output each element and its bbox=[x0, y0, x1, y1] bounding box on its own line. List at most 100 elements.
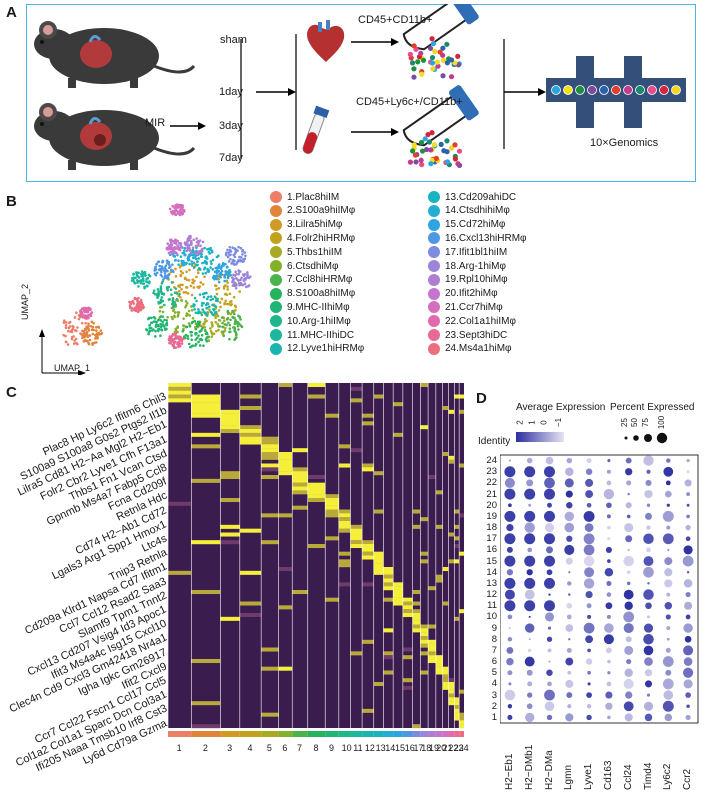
heatmap-cell bbox=[239, 601, 262, 606]
heatmap-cell bbox=[239, 429, 262, 434]
heatmap-cell bbox=[220, 417, 240, 422]
dotplot-identity-label: 10 bbox=[486, 611, 497, 623]
heatmap-cell bbox=[448, 682, 455, 687]
dotplot-dot bbox=[508, 626, 512, 630]
heatmap-cell bbox=[239, 436, 262, 441]
dotplot-dot bbox=[528, 638, 531, 641]
heatmap-cell bbox=[454, 616, 460, 621]
heart-icon bbox=[307, 20, 345, 62]
bead-dot bbox=[635, 85, 645, 95]
dotplot-dot bbox=[587, 682, 591, 686]
umap-cluster-2 bbox=[81, 320, 104, 346]
cell-dot bbox=[411, 43, 417, 49]
heatmap-cluster-bar-segment bbox=[350, 731, 363, 737]
dotplot-dot bbox=[625, 691, 633, 699]
dotplot-dot bbox=[524, 589, 535, 600]
label-10x-genomics: 10×Genomics bbox=[590, 137, 659, 149]
cluster-legend-item: 1.Plac8hiIM bbox=[270, 191, 339, 203]
cluster-label: 15.Cd72hiMφ bbox=[445, 219, 506, 231]
heatmap-cell bbox=[435, 670, 443, 675]
dotplot-dot bbox=[607, 459, 611, 463]
cluster-label: 21.Ccr7hiMφ bbox=[445, 301, 503, 313]
dotplot-dot bbox=[526, 703, 533, 710]
dotplot-dot bbox=[606, 514, 611, 519]
cell-dot bbox=[444, 60, 450, 66]
heatmap-cell bbox=[338, 509, 351, 514]
dotplot-dot bbox=[526, 669, 533, 676]
heatmap-cell bbox=[383, 582, 394, 587]
heatmap-cell bbox=[168, 398, 192, 403]
heatmap-x-tick: 18 bbox=[421, 743, 432, 753]
dotplot-dot bbox=[644, 713, 653, 722]
cluster-color-swatch bbox=[270, 246, 282, 259]
heatmap-cell bbox=[373, 563, 384, 568]
heatmap-cell bbox=[393, 601, 403, 606]
bead-dot bbox=[563, 85, 573, 95]
heatmap-cell bbox=[292, 505, 308, 510]
heatmap-cluster-bar-segment bbox=[448, 731, 455, 737]
heatmap-x-tick: 21 bbox=[442, 743, 453, 753]
heatmap-cell bbox=[239, 528, 262, 533]
heatmap-cell bbox=[428, 475, 436, 480]
dotplot-gene-label: Cd163 bbox=[602, 760, 614, 790]
dotplot-dot bbox=[508, 459, 511, 462]
dotplot-dot bbox=[605, 546, 612, 553]
dotplot-dot bbox=[524, 600, 536, 612]
heatmap-x-tick: 7 bbox=[296, 743, 302, 753]
cell-dot bbox=[438, 141, 444, 147]
heatmap-cell bbox=[362, 540, 374, 545]
cluster-label: 14.CtsdhihiMφ bbox=[445, 205, 510, 217]
heatmap-cell bbox=[420, 559, 429, 564]
dotplot-dot bbox=[586, 704, 592, 709]
heatmap-cell bbox=[373, 567, 384, 572]
heatmap-cell bbox=[239, 432, 262, 437]
cell-dot bbox=[440, 57, 447, 64]
dotplot-dot bbox=[565, 679, 574, 688]
cluster-label: 12.Lyve1hiHRMφ bbox=[287, 343, 365, 355]
heatmap-x-tick: 22 bbox=[448, 743, 459, 753]
dotplot-dot bbox=[606, 614, 611, 619]
heatmap-cell bbox=[459, 409, 464, 414]
heatmap-cell bbox=[325, 536, 339, 541]
dotplot-dot bbox=[586, 692, 592, 698]
cell-dot bbox=[428, 161, 434, 167]
heatmap-cell bbox=[428, 586, 436, 591]
avg-expression-tick: −1 bbox=[554, 417, 564, 428]
cell-dot bbox=[431, 142, 438, 148]
cluster-legend-item: 22.Col1a1hiIMφ bbox=[428, 315, 516, 328]
dotplot-dot bbox=[667, 548, 670, 551]
bead-dot bbox=[647, 85, 657, 95]
heatmap-cell bbox=[383, 586, 394, 591]
heatmap-cell bbox=[325, 505, 339, 510]
heatmap-cell bbox=[459, 513, 464, 518]
dotplot-dot bbox=[627, 548, 630, 551]
dotplot-dot bbox=[623, 589, 634, 600]
dotplot-dot bbox=[567, 670, 572, 675]
cluster-color-swatch bbox=[270, 287, 282, 300]
dotplot-dot bbox=[683, 667, 694, 678]
heatmap-cell bbox=[278, 567, 293, 572]
dotplot-dot bbox=[662, 533, 674, 545]
heatmap-cell bbox=[239, 570, 262, 575]
heatmap-cell bbox=[362, 555, 374, 560]
dotplot-dot bbox=[504, 533, 516, 545]
dotplot-dot bbox=[645, 512, 652, 520]
dotplot-dot bbox=[565, 713, 574, 722]
cluster-color-swatch bbox=[428, 315, 440, 328]
heatmap-cell bbox=[393, 586, 403, 591]
dotplot-dot bbox=[603, 488, 615, 500]
dotplot-gene-label: Ccr2 bbox=[682, 768, 694, 790]
heatmap-cell bbox=[412, 609, 421, 614]
dotplot-dot bbox=[506, 657, 514, 666]
heatmap-cell bbox=[402, 609, 413, 614]
heatmap-cell bbox=[350, 448, 363, 453]
cluster-color-swatch bbox=[270, 342, 282, 355]
blood-tube-icon bbox=[302, 105, 330, 154]
identity-label: Identity bbox=[478, 436, 511, 447]
dotplot-dot bbox=[643, 623, 654, 633]
cell-dot bbox=[432, 48, 438, 55]
dotplot-dot bbox=[623, 678, 634, 689]
heatmap-cell bbox=[292, 448, 308, 453]
dotplot-dot bbox=[646, 503, 651, 507]
heatmap-cell bbox=[278, 455, 293, 460]
